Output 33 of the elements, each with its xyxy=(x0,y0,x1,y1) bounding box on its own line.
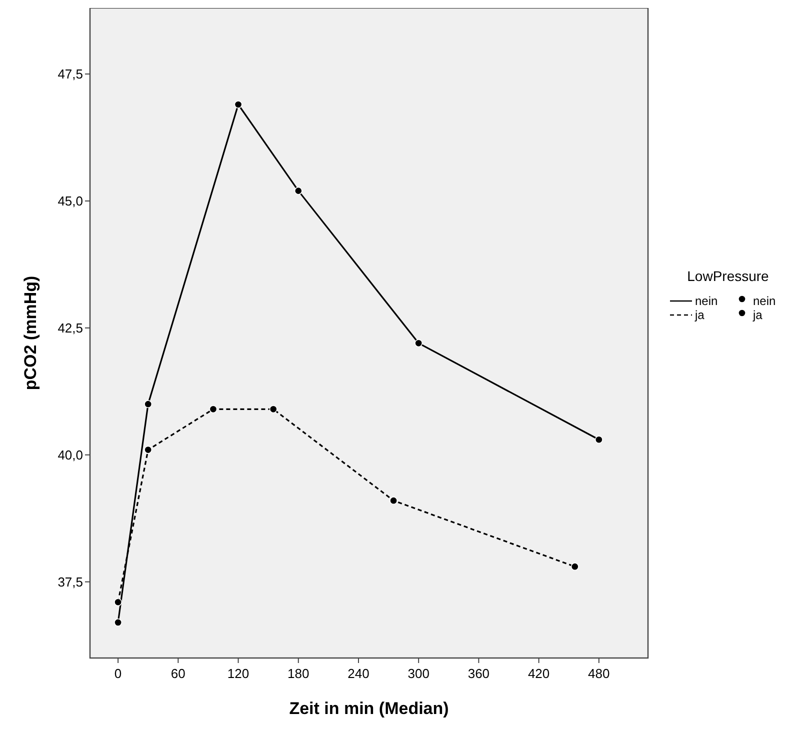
point xyxy=(234,100,242,108)
point xyxy=(114,598,122,606)
y-tick-label: 42,5 xyxy=(58,320,83,336)
point xyxy=(209,405,218,414)
x-tick-label: 180 xyxy=(288,666,310,681)
point xyxy=(269,405,278,414)
x-tick-label: 360 xyxy=(468,666,490,681)
y-tick-label: 37,5 xyxy=(58,574,83,590)
y-axis-title: pCO2 (mmHg) xyxy=(21,276,40,390)
x-tick-label: 60 xyxy=(170,666,186,681)
x-tick-label: 300 xyxy=(408,666,430,681)
text: nein xyxy=(753,294,776,308)
x-tick-label: 480 xyxy=(588,666,610,681)
point xyxy=(594,436,603,444)
point xyxy=(144,446,152,454)
x-axis-title: Zeit in min (Median) xyxy=(289,699,449,718)
y-tick-label: 45,0 xyxy=(58,194,83,209)
point xyxy=(144,400,152,408)
point xyxy=(294,186,302,195)
legend-label: nein xyxy=(695,294,718,308)
x-tick-label: 0 xyxy=(114,666,122,681)
point xyxy=(114,618,122,626)
y-tick-label: 47,5 xyxy=(58,66,83,82)
y-tick-label: 40,0 xyxy=(58,447,83,462)
legend-label: ja xyxy=(694,308,705,322)
x-tick-label: 420 xyxy=(528,666,550,681)
legend-title: LowPressure xyxy=(687,268,770,284)
point xyxy=(570,562,579,571)
point xyxy=(390,496,398,505)
x-tick-label: 240 xyxy=(348,666,370,681)
point xyxy=(414,339,423,348)
x-tick-label: 120 xyxy=(227,666,250,681)
text: ja xyxy=(753,308,762,322)
